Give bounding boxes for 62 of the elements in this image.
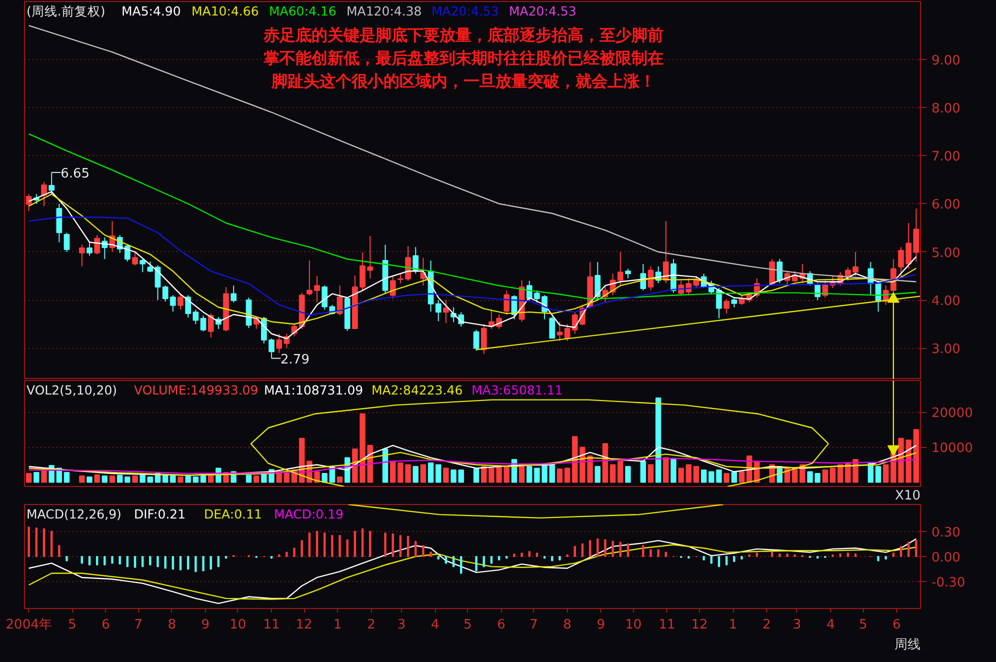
y-tick-label: 10000 — [932, 441, 973, 456]
x-tick-label: 1 — [333, 618, 342, 632]
x-tick-label: 9 — [596, 618, 606, 632]
y-tick-label: 4.00 — [932, 294, 960, 310]
text: MA1:108731.09 — [264, 382, 364, 398]
annotation: 2.79 — [280, 352, 310, 368]
annotation: MA20:4.53 — [509, 4, 576, 18]
text: DIF:0.21 — [134, 506, 186, 522]
annotation: 脚趾头这个很小的区域内，一旦放量突破，就会上涨！ — [270, 72, 656, 90]
x-tick-label: 11 — [263, 618, 280, 632]
x-tick-label: 9 — [201, 618, 210, 632]
y-tick-label: 5.00 — [932, 246, 960, 261]
text: MA20:4.53 — [432, 4, 499, 18]
x-tick-label: 10 — [230, 618, 246, 632]
x-tick-label: 5 — [463, 618, 472, 632]
x-tick-label: 1 — [728, 618, 738, 632]
x-tick-label: 8 — [563, 618, 572, 632]
x-tick-label: 6 — [497, 618, 506, 632]
x-tick-label: 3 — [792, 618, 802, 632]
y-tick-label: -0.30 — [932, 576, 966, 591]
y-tick-label: 7.00 — [932, 150, 960, 165]
text: MA60:4.16 — [269, 4, 336, 18]
x-tick-label: 3 — [397, 618, 406, 632]
x-tick-label: 12 — [691, 618, 708, 632]
text: MA2:84223.46 — [372, 382, 463, 398]
x-tick-label: 2 — [762, 618, 771, 632]
x-tick-label: 12 — [296, 618, 312, 632]
annotation: 掌不能创新低，最后盘整到末期时往往股价已经被限制在 — [264, 48, 664, 68]
x-tick-label: 10 — [625, 618, 642, 632]
text: MA3:65081.11 — [472, 382, 563, 398]
x-tick-label: 7 — [530, 618, 538, 632]
text: MA120:4.38 — [346, 4, 422, 18]
y-tick-label: 0.30 — [932, 525, 960, 540]
text: MA5:4.90 — [122, 4, 181, 18]
x-tick-label: 5 — [68, 618, 76, 632]
x-tick-label: 4 — [430, 618, 440, 632]
chart-title: (周线.前复权) — [26, 4, 106, 18]
x-tick-label: 6 — [892, 618, 901, 632]
y-tick-label: 0.00 — [932, 550, 960, 566]
x-tick-label: 2004年 — [6, 618, 52, 632]
annotation: 赤足底的关键是脚底下要放量，底部逐步抬高，至少脚前 — [262, 26, 664, 44]
text: 周线 — [894, 638, 920, 652]
y-tick-label: 20000 — [932, 406, 973, 422]
y-tick-label: 6.00 — [932, 198, 960, 213]
x-tick-label: 4 — [826, 618, 835, 632]
annotation: 6.65 — [60, 166, 90, 182]
x-tick-label: 11 — [658, 618, 676, 632]
text: MA10:4.66 — [192, 4, 259, 18]
text: DEA:0.11 — [204, 506, 262, 522]
chart-title: VOL2(5,10,20) — [26, 382, 118, 398]
chart-title: MACD(12,26,9) — [26, 506, 122, 522]
series-label: MACD:0.19 — [274, 506, 344, 522]
y-tick-label: 3.00 — [932, 342, 960, 358]
x-tick-label: 8 — [168, 618, 176, 632]
y-tick-label: 8.00 — [932, 101, 960, 116]
y-tick-label: 9.00 — [932, 53, 960, 68]
x-tick-label: 7 — [134, 618, 142, 632]
text: VOLUME:149933.09 — [134, 382, 258, 398]
text: X10 — [895, 488, 921, 504]
x-tick-label: 6 — [102, 618, 110, 632]
x-tick-label: 2 — [367, 618, 376, 632]
x-tick-label: 5 — [858, 618, 868, 632]
